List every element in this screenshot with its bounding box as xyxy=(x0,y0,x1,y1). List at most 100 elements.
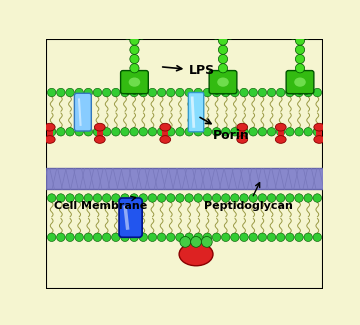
Circle shape xyxy=(297,88,303,95)
Circle shape xyxy=(93,233,102,241)
Circle shape xyxy=(112,233,120,241)
Circle shape xyxy=(258,194,267,202)
Circle shape xyxy=(302,30,312,39)
Circle shape xyxy=(194,127,202,136)
Circle shape xyxy=(295,233,303,241)
Circle shape xyxy=(240,18,249,27)
Circle shape xyxy=(66,194,74,202)
Circle shape xyxy=(240,194,248,202)
FancyBboxPatch shape xyxy=(286,71,314,94)
Circle shape xyxy=(102,88,111,97)
Circle shape xyxy=(288,30,298,39)
Circle shape xyxy=(295,54,305,64)
Ellipse shape xyxy=(314,123,325,131)
Circle shape xyxy=(176,88,184,97)
Circle shape xyxy=(93,127,102,136)
Circle shape xyxy=(185,233,193,241)
Circle shape xyxy=(157,233,166,241)
Text: LPS: LPS xyxy=(163,64,215,77)
Circle shape xyxy=(231,88,239,97)
Circle shape xyxy=(276,194,285,202)
Ellipse shape xyxy=(160,136,171,143)
Circle shape xyxy=(220,88,226,95)
Circle shape xyxy=(231,127,239,136)
Circle shape xyxy=(291,88,297,95)
Circle shape xyxy=(267,194,276,202)
Circle shape xyxy=(167,233,175,241)
Circle shape xyxy=(112,127,120,136)
Ellipse shape xyxy=(237,136,248,143)
Circle shape xyxy=(221,88,230,97)
Circle shape xyxy=(75,194,84,202)
Circle shape xyxy=(130,64,139,73)
Circle shape xyxy=(180,237,191,247)
Circle shape xyxy=(148,194,157,202)
Circle shape xyxy=(310,24,319,33)
Circle shape xyxy=(131,88,138,95)
Circle shape xyxy=(125,88,131,95)
Circle shape xyxy=(102,127,111,136)
Circle shape xyxy=(221,233,230,241)
Circle shape xyxy=(285,233,294,241)
Circle shape xyxy=(212,88,221,97)
Circle shape xyxy=(84,194,93,202)
Circle shape xyxy=(112,194,120,202)
Circle shape xyxy=(267,88,276,97)
Bar xyxy=(47,130,53,143)
Circle shape xyxy=(66,88,74,97)
Circle shape xyxy=(139,194,148,202)
Circle shape xyxy=(48,233,56,241)
Circle shape xyxy=(313,233,321,241)
Bar xyxy=(162,130,168,143)
Circle shape xyxy=(274,18,283,27)
Circle shape xyxy=(157,88,166,97)
Bar xyxy=(278,130,284,143)
Circle shape xyxy=(151,18,160,27)
Circle shape xyxy=(295,36,305,45)
Circle shape xyxy=(157,194,166,202)
Circle shape xyxy=(313,194,321,202)
Circle shape xyxy=(313,127,321,136)
Circle shape xyxy=(225,30,235,39)
Circle shape xyxy=(249,88,257,97)
Circle shape xyxy=(219,45,228,54)
Circle shape xyxy=(285,127,294,136)
Circle shape xyxy=(130,233,138,241)
Circle shape xyxy=(176,194,184,202)
Text: Peptidoglycan: Peptidoglycan xyxy=(204,183,293,211)
Bar xyxy=(239,130,245,143)
Circle shape xyxy=(304,127,312,136)
Circle shape xyxy=(203,194,212,202)
Circle shape xyxy=(121,233,129,241)
Circle shape xyxy=(203,127,212,136)
Ellipse shape xyxy=(44,123,55,131)
Circle shape xyxy=(212,194,221,202)
Circle shape xyxy=(123,30,132,39)
Circle shape xyxy=(231,233,239,241)
Circle shape xyxy=(194,88,202,97)
Circle shape xyxy=(212,127,221,136)
Circle shape xyxy=(176,127,184,136)
Circle shape xyxy=(295,88,303,97)
Ellipse shape xyxy=(217,77,229,87)
Circle shape xyxy=(102,194,111,202)
Circle shape xyxy=(203,88,212,97)
Circle shape xyxy=(121,127,129,136)
FancyBboxPatch shape xyxy=(75,93,91,131)
Circle shape xyxy=(249,233,257,241)
FancyBboxPatch shape xyxy=(119,198,142,237)
Circle shape xyxy=(313,88,321,97)
Circle shape xyxy=(212,233,221,241)
Circle shape xyxy=(66,127,74,136)
Circle shape xyxy=(240,233,248,241)
Bar xyxy=(316,130,322,143)
Circle shape xyxy=(148,127,157,136)
Ellipse shape xyxy=(94,123,105,131)
FancyBboxPatch shape xyxy=(188,93,204,132)
Circle shape xyxy=(139,88,148,97)
Circle shape xyxy=(194,233,202,241)
Circle shape xyxy=(167,127,175,136)
Bar xyxy=(46,168,323,189)
Circle shape xyxy=(144,24,153,33)
Circle shape xyxy=(130,45,139,54)
